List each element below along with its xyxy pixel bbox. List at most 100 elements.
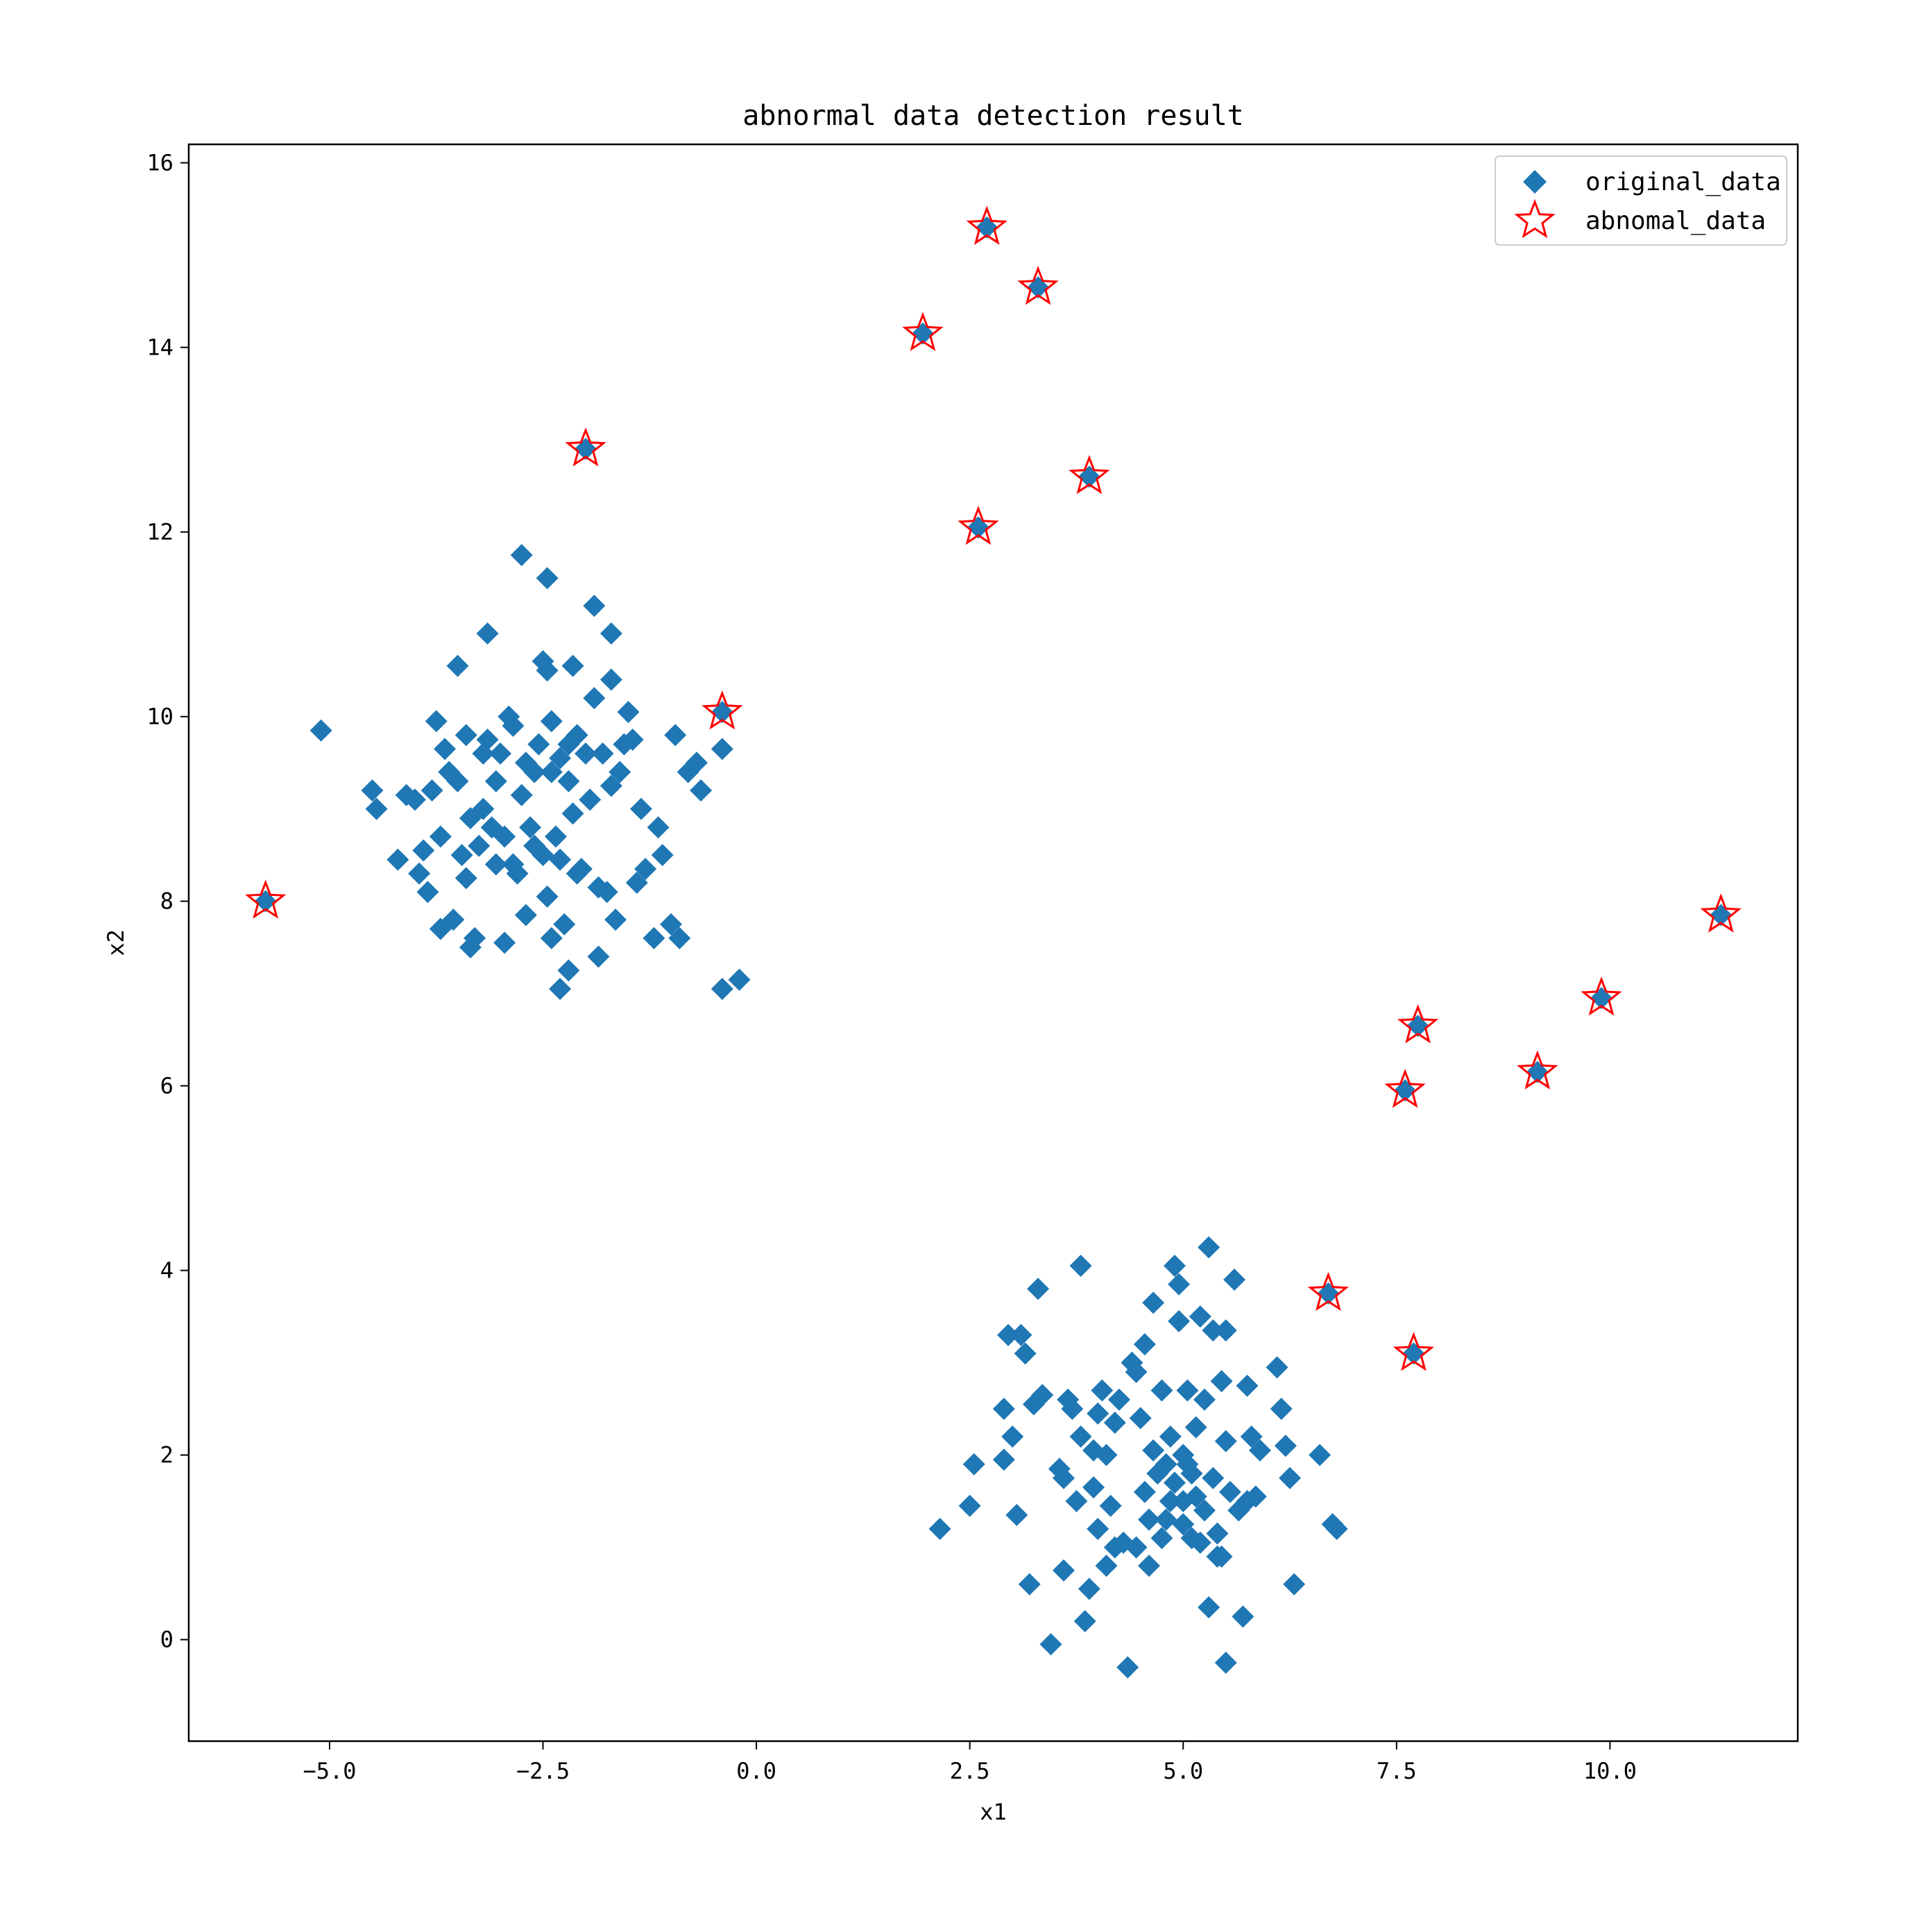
original-data-point xyxy=(1184,1416,1207,1439)
original-data-point xyxy=(1125,1360,1148,1383)
x-tick-label: 7.5 xyxy=(1377,1758,1417,1784)
original-data-point xyxy=(540,926,563,949)
original-data-point xyxy=(434,738,457,761)
original-data-point xyxy=(1005,1504,1028,1527)
y-axis-label: x2 xyxy=(103,929,129,956)
original-data-point xyxy=(468,834,491,857)
original-data-point xyxy=(617,700,640,723)
abnormal-data-point xyxy=(1384,1069,1426,1108)
original-data-point xyxy=(660,913,683,935)
original-data-point xyxy=(595,881,618,904)
legend: original_data abnomal_data xyxy=(1495,155,1787,246)
abnormal-data-point xyxy=(1069,455,1110,495)
original-data-point xyxy=(1010,1323,1032,1346)
original-data-point xyxy=(575,742,597,765)
original-data-point xyxy=(599,774,622,797)
original-data-point xyxy=(1138,1508,1161,1531)
original-data-point xyxy=(1163,1471,1186,1494)
original-data-point xyxy=(519,816,542,839)
original-data-point xyxy=(690,779,713,802)
y-tick-label: 6 xyxy=(160,1073,173,1099)
plot-area xyxy=(187,143,1799,1743)
original-data-point xyxy=(599,622,622,645)
original-data-point xyxy=(1223,1268,1246,1291)
original-data-point xyxy=(1198,1596,1220,1619)
original-data-point xyxy=(1069,1255,1092,1278)
original-data-point xyxy=(1210,1545,1233,1568)
y-axis-ticks: 0 2 4 6 8 10 12 14 16 xyxy=(146,150,189,1653)
original-data-point xyxy=(536,567,559,590)
original-data-point xyxy=(1061,1398,1084,1421)
original-data-point xyxy=(549,978,572,1001)
original-data-point xyxy=(1325,1518,1348,1541)
original-data-point xyxy=(711,978,733,1001)
original-data-point xyxy=(1236,1374,1259,1397)
original-data-point xyxy=(1172,1513,1195,1536)
abnormal-data-point xyxy=(1393,1332,1435,1371)
original-data-point xyxy=(1274,1434,1297,1457)
original-data-point xyxy=(510,783,533,806)
original-data-point xyxy=(1065,1490,1088,1513)
original-data-point xyxy=(668,926,691,949)
original-data-point xyxy=(1214,1651,1237,1674)
original-data-point xyxy=(1279,1466,1302,1489)
abnormal-data-point xyxy=(902,312,944,351)
original-data-point xyxy=(992,1448,1015,1471)
original-data-point xyxy=(459,936,482,959)
original-data-point xyxy=(1142,1291,1165,1314)
original-data-point xyxy=(1283,1573,1306,1595)
original-data-point xyxy=(1193,1388,1216,1411)
original-data-point xyxy=(1018,1573,1041,1595)
legend-label-original-data: original_data xyxy=(1585,168,1781,196)
original-data-point xyxy=(429,825,452,848)
original-data-point xyxy=(583,595,606,618)
x-axis-label: x1 xyxy=(980,1799,1007,1825)
original-data-point xyxy=(1184,1485,1207,1508)
original-data-point xyxy=(664,724,687,747)
y-tick-label: 14 xyxy=(146,334,173,361)
original-data-point xyxy=(1052,1466,1075,1489)
original-data-point xyxy=(1039,1633,1062,1656)
y-tick-label: 0 xyxy=(160,1627,173,1653)
abnormal-data-point xyxy=(245,879,287,919)
original-data-point xyxy=(711,738,733,761)
abnormal-data-points xyxy=(245,205,1742,1371)
original-data-point xyxy=(557,959,580,982)
original-data-point xyxy=(386,848,409,871)
original-data-point xyxy=(309,719,332,742)
original-data-point xyxy=(1236,1490,1259,1513)
original-data-point xyxy=(1099,1494,1122,1517)
x-tick-label: −5.0 xyxy=(303,1758,356,1784)
original-data-point xyxy=(484,853,507,876)
original-data-point xyxy=(1095,1554,1118,1577)
original-data-point xyxy=(1087,1402,1109,1425)
original-data-point xyxy=(1155,1452,1177,1475)
original-data-point xyxy=(1266,1356,1288,1379)
original-data-point xyxy=(587,945,610,968)
original-data-point xyxy=(472,742,495,765)
original-data-point xyxy=(1214,1319,1237,1342)
original-data-point xyxy=(408,862,431,885)
original-data-point xyxy=(1031,1384,1054,1407)
original-data-point xyxy=(1082,1476,1105,1499)
original-data-point xyxy=(997,1323,1020,1346)
original-data-point xyxy=(493,825,516,848)
original-data-point xyxy=(1240,1425,1263,1448)
original-data-point xyxy=(1159,1490,1182,1513)
original-data-point xyxy=(928,1518,951,1541)
original-data-point xyxy=(609,761,631,783)
abnormal-data-point xyxy=(966,205,1007,245)
original-data-point xyxy=(1107,1388,1130,1411)
original-data-point xyxy=(557,733,580,756)
original-data-point xyxy=(531,650,554,672)
original-data-point xyxy=(561,654,584,677)
original-data-point xyxy=(1091,1379,1114,1402)
original-data-points xyxy=(254,216,1733,1679)
original-data-point xyxy=(484,770,507,793)
original-data-point xyxy=(450,844,473,867)
original-data-point xyxy=(510,543,533,566)
original-data-point xyxy=(1189,1305,1211,1328)
original-data-point xyxy=(1168,1310,1191,1332)
original-data-point xyxy=(711,700,733,723)
legend-frame xyxy=(1495,155,1787,246)
